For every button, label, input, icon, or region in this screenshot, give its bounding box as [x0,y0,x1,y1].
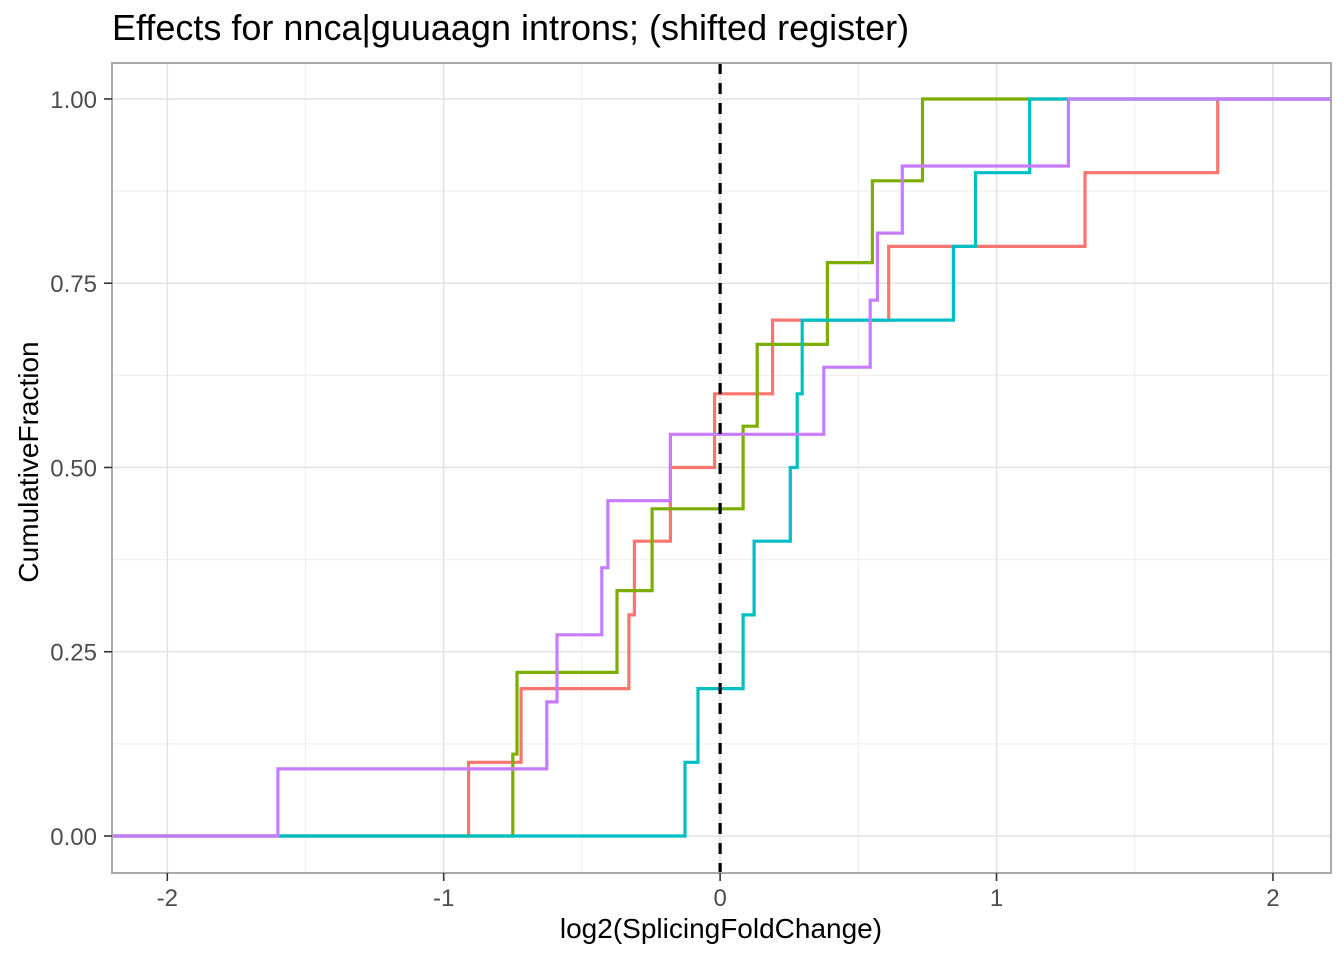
y-tick-label: 0.25 [50,640,97,667]
axes-layer: -2 -1 0 1 2 0.00 0.25 0.50 0.75 1.00 [50,87,1279,912]
y-tick-label: 0.00 [50,824,97,851]
y-axis-title: CumulativeFraction [13,341,44,582]
y-tick-label: 1.00 [50,87,97,114]
series-olive [112,97,1331,838]
y-tick-label: 0.75 [50,271,97,298]
x-tick-label: 1 [990,885,1003,912]
x-tick-label: -2 [157,885,178,912]
x-tick-label: 0 [713,885,726,912]
series-layer [112,97,1331,838]
series-salmon [112,97,1331,838]
plot-title: Effects for nnca|guuaagn introns; (shift… [112,7,909,48]
x-tick-label: 2 [1266,885,1279,912]
x-axis-title: log2(SplicingFoldChange) [560,913,882,944]
series-teal [112,97,1331,838]
y-tick-label: 0.50 [50,455,97,482]
series-purple [112,97,1331,838]
x-tick-label: -1 [433,885,454,912]
